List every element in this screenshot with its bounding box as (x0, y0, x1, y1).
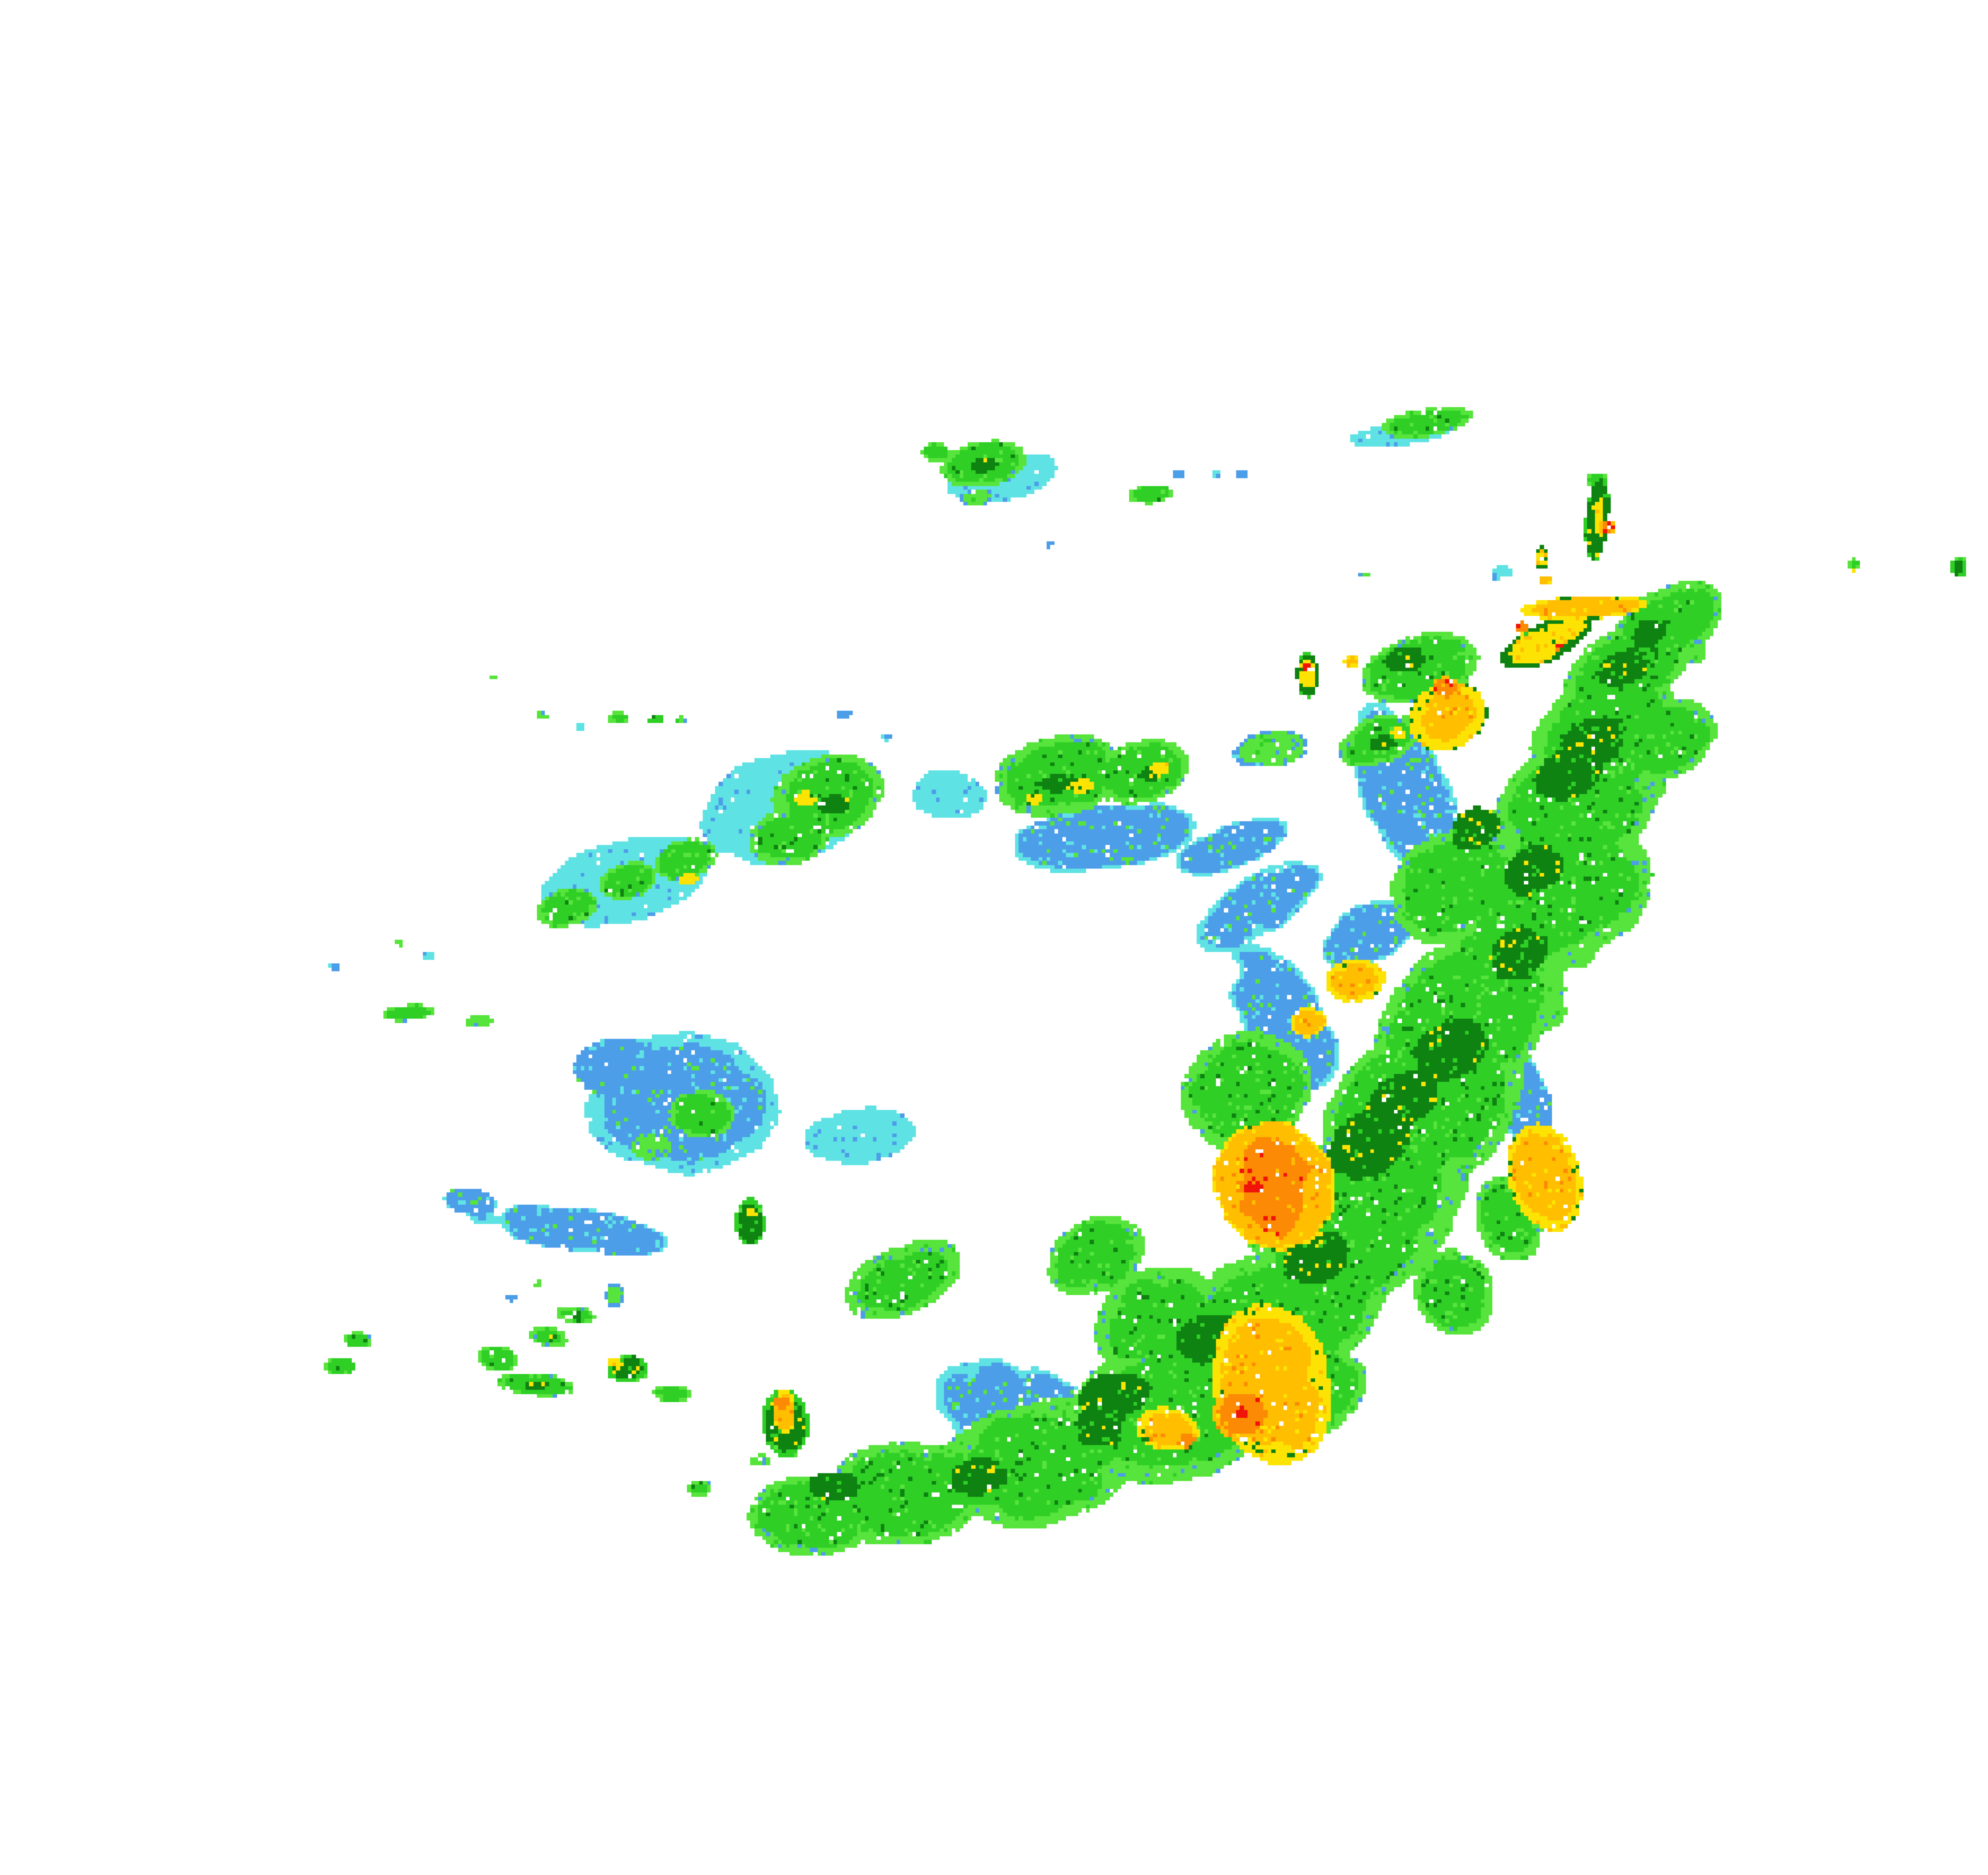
radar-precipitation-canvas (0, 0, 1988, 1875)
radar-view (0, 0, 1988, 1875)
